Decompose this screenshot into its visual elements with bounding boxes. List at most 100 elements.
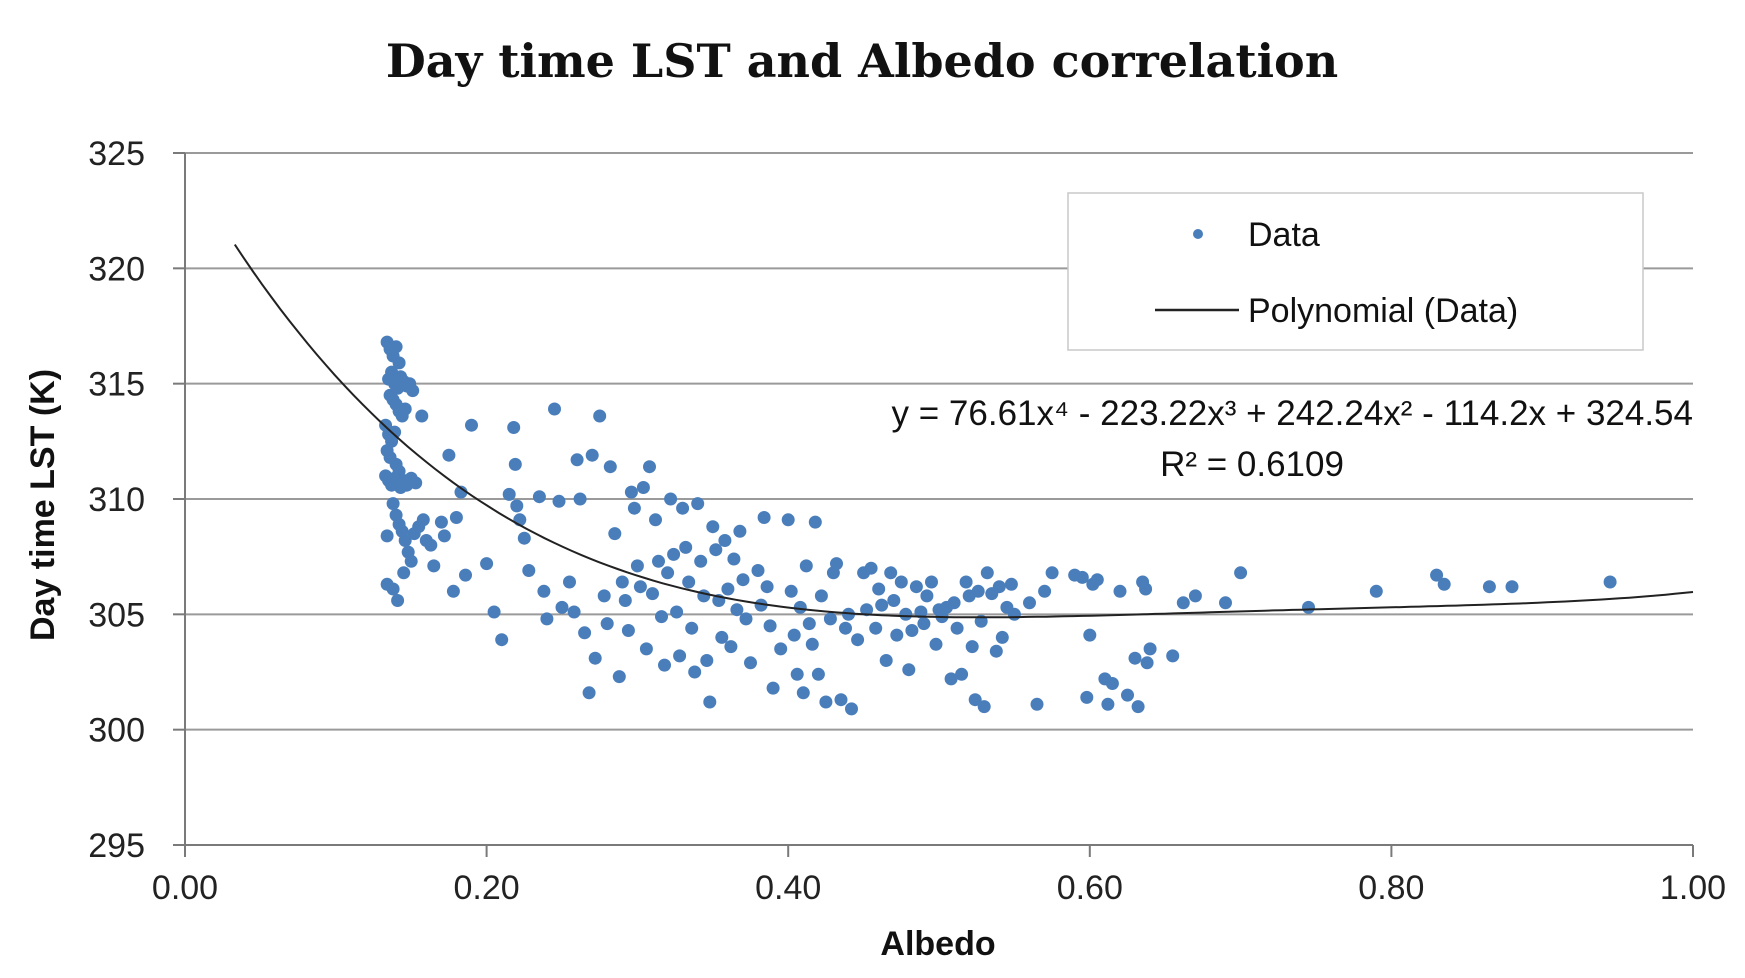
data-point: [995, 630, 1009, 644]
data-point: [1603, 575, 1617, 589]
data-point: [548, 402, 561, 416]
data-point: [398, 402, 412, 416]
data-point: [890, 628, 904, 642]
data-point: [929, 637, 943, 651]
data-point: [790, 667, 804, 681]
data-point: [618, 594, 632, 607]
data-point: [851, 633, 865, 647]
data-point: [673, 649, 687, 663]
data-point: [392, 356, 406, 370]
polynomial-trendline: [233, 244, 1694, 619]
legend-data-marker: [1193, 229, 1203, 239]
data-point: [627, 501, 641, 515]
data-point: [661, 566, 675, 580]
data-point: [1234, 566, 1248, 580]
data-point: [391, 594, 405, 607]
data-point: [860, 603, 874, 617]
data-point: [721, 582, 735, 596]
data-point: [754, 598, 768, 612]
data-point: [676, 501, 690, 515]
data-point: [415, 409, 429, 423]
data-point: [980, 566, 994, 580]
data-point: [959, 575, 973, 589]
data-point: [1101, 697, 1115, 711]
data-point: [733, 524, 747, 538]
y-tick-label: 305: [88, 596, 145, 634]
data-point: [808, 515, 822, 529]
data-point: [1188, 589, 1202, 603]
data-point: [1302, 600, 1315, 614]
data-point: [1131, 700, 1145, 714]
data-point: [573, 492, 587, 506]
data-point: [446, 584, 460, 598]
trendline-equation: y = 76.61x⁴ - 223.22x³ + 242.24x² - 114.…: [892, 394, 1693, 433]
data-point: [655, 610, 668, 624]
data-point: [823, 612, 837, 626]
data-point: [487, 605, 501, 619]
data-point: [727, 552, 741, 566]
data-point: [1219, 596, 1232, 610]
data-point: [409, 476, 423, 490]
data-point: [612, 670, 626, 684]
data-point: [630, 559, 644, 573]
data-point: [830, 557, 843, 571]
data-point: [588, 651, 602, 665]
data-point: [925, 575, 938, 589]
data-point: [1143, 642, 1157, 656]
data-point: [1505, 580, 1519, 594]
data-point: [386, 497, 400, 511]
data-point: [404, 554, 418, 568]
data-point: [864, 561, 878, 575]
data-point: [1105, 677, 1119, 690]
data-point: [597, 589, 611, 603]
data-point: [615, 575, 629, 589]
data-point: [1430, 568, 1444, 582]
data-point: [869, 621, 883, 635]
data-point: [872, 582, 886, 596]
data-point: [424, 538, 438, 552]
data-point: [388, 425, 402, 439]
data-point: [917, 617, 931, 631]
data-point: [1482, 580, 1496, 594]
legend-box: [1067, 192, 1644, 351]
data-point: [555, 600, 569, 614]
data-point: [944, 672, 958, 686]
data-point: [805, 637, 819, 651]
data-point: [652, 554, 665, 568]
data-point: [600, 617, 614, 631]
data-point: [706, 520, 720, 534]
data-point: [1090, 573, 1104, 587]
data-point: [736, 573, 750, 587]
data-point: [624, 485, 638, 499]
x-tick-label: 0.40: [755, 869, 821, 907]
data-point: [437, 529, 451, 543]
data-point: [834, 693, 848, 707]
data-point: [802, 617, 816, 631]
data-point: [639, 642, 653, 656]
data-point: [585, 448, 599, 462]
data-point: [968, 693, 982, 707]
chart-title: Day time LST and Albedo correlation: [386, 34, 1338, 88]
data-point: [636, 481, 650, 494]
data-point: [955, 667, 969, 681]
data-point: [582, 686, 596, 700]
data-point: [1139, 582, 1153, 596]
data-point: [593, 409, 607, 423]
data-point: [416, 513, 430, 527]
data-point: [532, 490, 546, 504]
data-point: [397, 566, 411, 580]
r-squared-label: R² = 0.6109: [1160, 445, 1344, 484]
data-point: [760, 580, 774, 594]
data-point: [508, 457, 522, 471]
legend: Data Polynomial (Data): [1067, 192, 1644, 351]
data-point: [465, 418, 478, 432]
data-point: [703, 695, 717, 709]
legend-data-label: Data: [1248, 216, 1320, 254]
data-point: [793, 600, 807, 614]
data-points: [379, 335, 1617, 716]
data-point: [480, 557, 494, 571]
data-point: [744, 656, 757, 670]
data-point: [977, 700, 991, 714]
data-point: [633, 580, 647, 594]
